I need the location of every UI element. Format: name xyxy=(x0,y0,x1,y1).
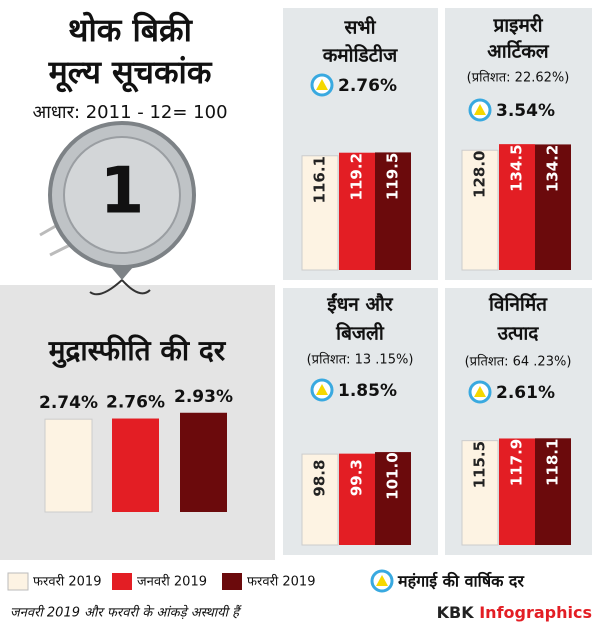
bar xyxy=(499,144,535,270)
svg-text:1: 1 xyxy=(100,155,145,229)
rate-label: 1.85% xyxy=(338,381,397,401)
chart-title: उत्पाद xyxy=(497,323,540,345)
rate-icon-triangle xyxy=(474,104,486,115)
legend-rate-label: महंगाई की वार्षिक दर xyxy=(397,572,525,591)
coin-balloon: 1 xyxy=(39,121,196,296)
footer: जनवरी 2019 और फरवरी के आंकड़े अस्थायी है… xyxy=(10,605,242,621)
rate-label: 2.61% xyxy=(496,383,555,403)
bar xyxy=(44,418,93,513)
value-label: 2.76% xyxy=(106,393,165,413)
bar xyxy=(112,418,159,512)
legend-swatch xyxy=(7,572,29,591)
bar xyxy=(535,438,571,545)
title-line: थोक बिक्री xyxy=(68,11,194,49)
legend-swatch xyxy=(112,573,132,590)
chart-subtitle: (प्रतिशत: 22.62%) xyxy=(467,70,570,86)
bar xyxy=(535,144,571,270)
chart-title: विनिर्मित xyxy=(488,293,548,316)
bar xyxy=(375,452,411,545)
chart-title: सभी xyxy=(343,16,376,39)
value-label: 115.5 xyxy=(471,441,489,488)
bar xyxy=(301,155,339,271)
bar xyxy=(301,453,339,546)
rate-icon-triangle xyxy=(376,575,388,586)
chart-title: बिजली xyxy=(335,322,385,345)
value-label: 134.2 xyxy=(544,145,562,192)
rate-icon xyxy=(468,98,492,122)
rate-icon xyxy=(310,73,334,97)
value-label: 2.74% xyxy=(39,393,98,413)
value-label: 119.5 xyxy=(384,153,402,200)
title-line: मूल्य सूचकांक xyxy=(48,53,213,93)
base-note: आधार: 2011 - 12= 100 xyxy=(32,102,227,123)
brand: KBK Infographics xyxy=(437,603,592,622)
rate-icon xyxy=(370,569,394,593)
rate-label: 3.54% xyxy=(496,101,555,121)
brand-part: KBK xyxy=(437,603,475,622)
brand-part: Infographics xyxy=(479,603,592,622)
chart-subtitle: (प्रतिशत: 13 .15%) xyxy=(307,352,414,368)
value-label: 101.0 xyxy=(384,452,402,499)
bar xyxy=(375,152,411,270)
bar xyxy=(180,412,227,512)
rate-label: 2.76% xyxy=(338,76,397,96)
legend-label: फरवरी 2019 xyxy=(33,574,101,590)
legend-label: फरवरी 2019 xyxy=(247,574,315,590)
bar xyxy=(461,440,499,546)
rate-icon-triangle xyxy=(316,384,328,395)
value-label: 116.1 xyxy=(311,156,329,203)
rate-icon-triangle xyxy=(316,79,328,90)
value-label: 117.9 xyxy=(508,439,526,486)
chart-title: आर्टिकल xyxy=(487,40,550,63)
value-label: 119.2 xyxy=(348,153,366,200)
chart-title: ईंधन और xyxy=(326,293,394,316)
chart-title: कमोडिटीज xyxy=(322,44,398,67)
value-label: 98.8 xyxy=(311,460,329,497)
value-label: 118.1 xyxy=(544,439,562,486)
value-label: 128.0 xyxy=(471,151,489,198)
bar xyxy=(499,438,535,545)
chart-subtitle: (प्रतिशत: 64 .23%) xyxy=(465,354,572,370)
rate-icon-triangle xyxy=(474,386,486,397)
bar xyxy=(339,152,375,270)
value-label: 134.5 xyxy=(508,144,526,191)
rate-icon xyxy=(468,380,492,404)
value-label: 99.3 xyxy=(348,459,366,496)
value-label: 2.93% xyxy=(174,387,233,407)
rate-icon xyxy=(310,378,334,402)
bar xyxy=(461,149,499,271)
chart-title: मुद्रास्फीति की दर xyxy=(48,334,227,368)
bar xyxy=(339,453,375,545)
legend-swatch xyxy=(222,573,242,590)
chart-title: प्राइमरी xyxy=(492,14,543,37)
legend-label: जनवरी 2019 xyxy=(137,574,207,590)
